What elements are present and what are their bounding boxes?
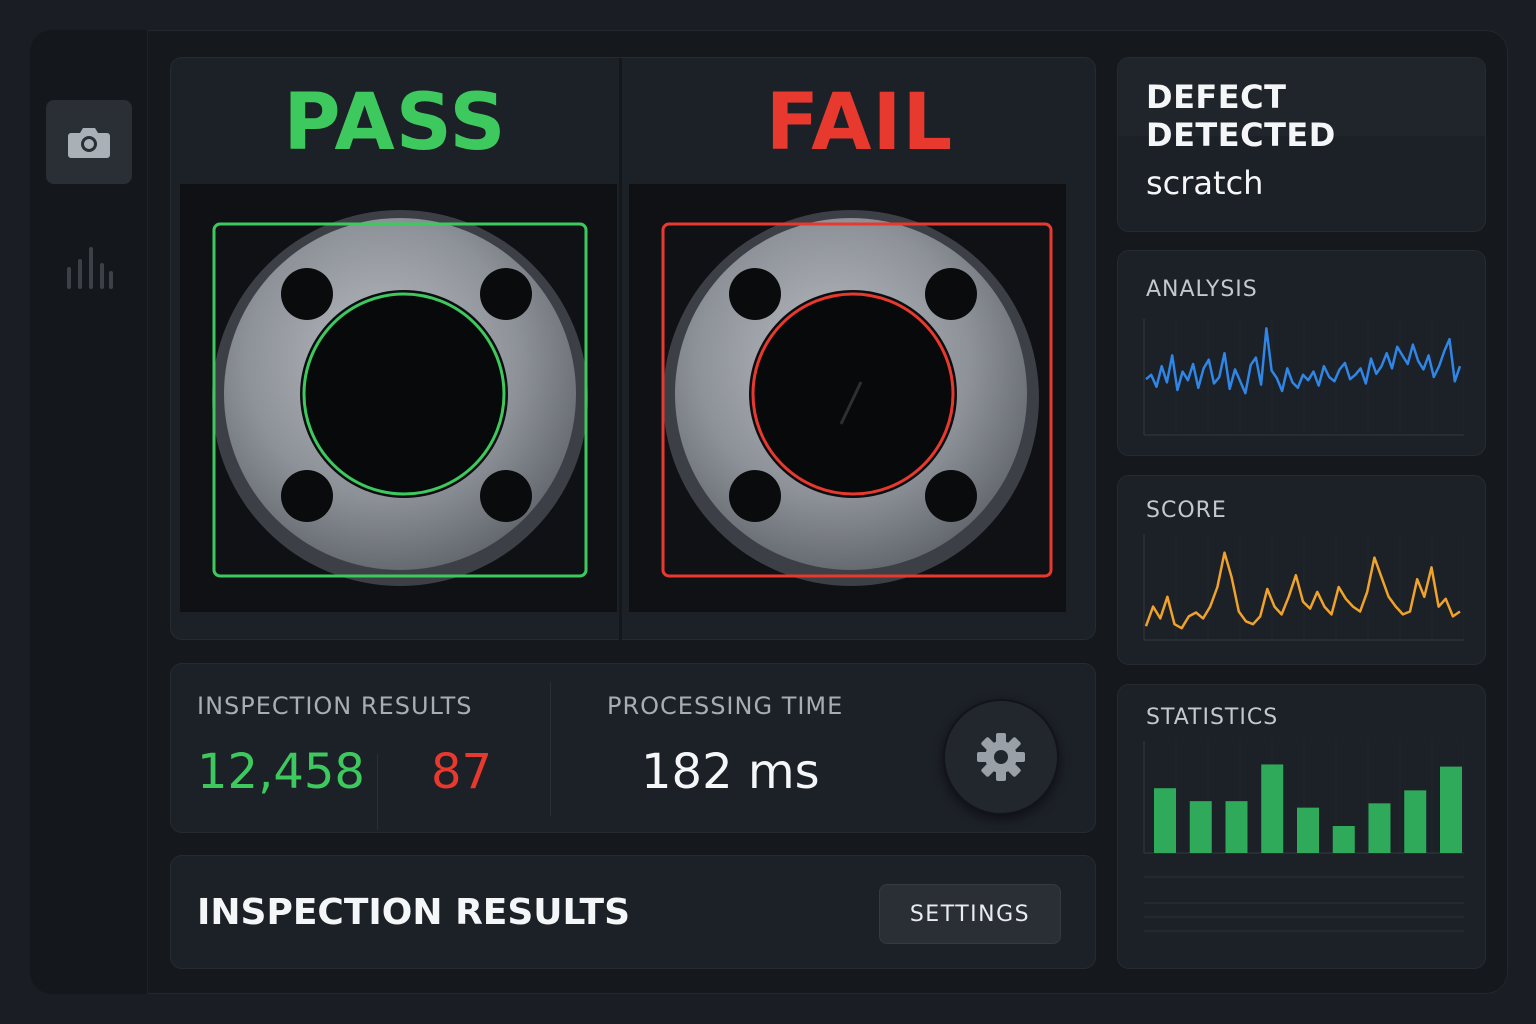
statistics-bar (1225, 801, 1248, 853)
statistics-bar (1189, 801, 1212, 853)
sidebar (30, 30, 148, 994)
equalizer-icon (67, 247, 113, 289)
defect-value: scratch (1146, 164, 1264, 202)
defect-header (1118, 58, 1485, 136)
fail-bounding-box (661, 222, 1053, 578)
footer-title: INSPECTION RESULTS (197, 892, 631, 933)
analysis-card: ANALYSIS (1117, 250, 1486, 456)
scratch-mark (839, 381, 863, 425)
analysis-chart (1143, 319, 1464, 436)
score-card: SCORE (1117, 475, 1486, 665)
part-image (663, 210, 1039, 586)
statistics-bar (1404, 790, 1427, 853)
divider (377, 754, 378, 830)
score-chart (1143, 534, 1464, 641)
statistics-bar (1154, 788, 1176, 853)
statistics-bar (1297, 807, 1319, 853)
statistics-bar (1332, 826, 1355, 853)
statistics-bar (1440, 766, 1462, 853)
defect-title: DEFECT DETECTED (1146, 78, 1336, 154)
statistics-card: STATISTICS (1117, 684, 1486, 969)
settings-gear-button[interactable] (943, 699, 1059, 815)
results-footer: INSPECTION RESULTS SETTINGS (170, 855, 1096, 969)
divider (550, 682, 551, 816)
gear-icon (977, 733, 1025, 781)
inner-ring-outline (302, 292, 506, 496)
statistics-chart (1143, 741, 1464, 932)
panel-divider (619, 58, 622, 641)
stats-panel: INSPECTION RESULTS 12,458 87 PROCESSING … (170, 663, 1096, 833)
score-title: SCORE (1146, 498, 1227, 523)
pass-bounding-box (212, 222, 588, 578)
inspection-results-label: INSPECTION RESULTS (197, 692, 473, 720)
processing-time-label: PROCESSING TIME (607, 692, 844, 720)
pass-count: 12,458 (197, 744, 365, 800)
defect-card: DEFECT DETECTED scratch (1117, 57, 1486, 232)
part-image (212, 210, 588, 586)
inner-ring-outline (751, 292, 955, 496)
statistics-title: STATISTICS (1146, 705, 1279, 730)
score-series-line (1144, 551, 1461, 630)
statistics-bar (1368, 803, 1391, 853)
statistics-bar (1261, 764, 1284, 853)
pass-label: PASS (283, 78, 507, 168)
pass-camera-view[interactable] (180, 184, 617, 612)
comparison-panel: PASS FAIL (170, 57, 1096, 641)
fail-count: 87 (431, 744, 493, 800)
analysis-title: ANALYSIS (1146, 277, 1258, 302)
camera-icon (68, 128, 110, 158)
fail-label: FAIL (765, 78, 954, 168)
sidebar-item-stats[interactable] (46, 226, 132, 310)
analysis-series-line (1145, 327, 1462, 395)
settings-button[interactable]: SETTINGS (879, 884, 1061, 944)
fail-camera-view[interactable] (629, 184, 1066, 612)
processing-time-value: 182 ms (641, 744, 820, 800)
sidebar-item-camera[interactable] (46, 100, 132, 184)
